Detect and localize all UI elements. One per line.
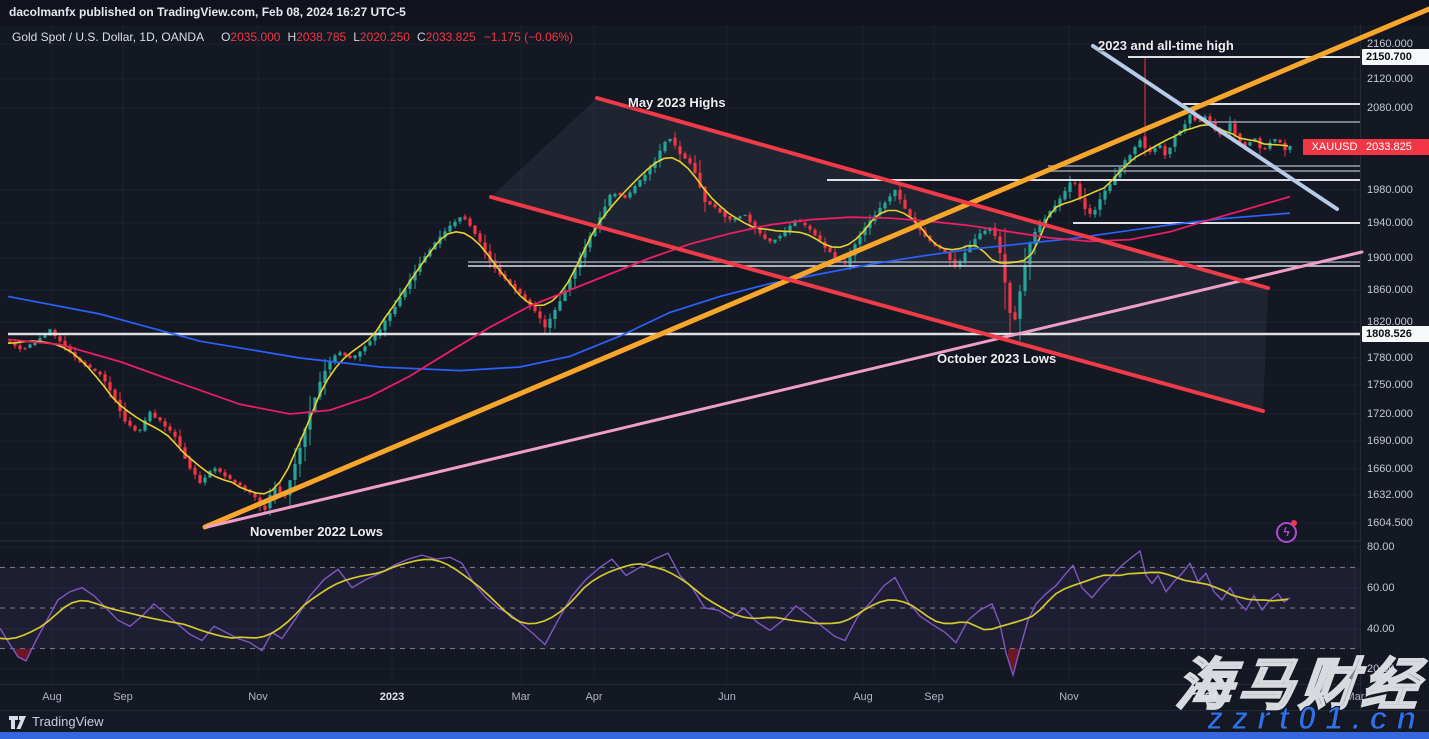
- time-axis-label: Aug: [42, 691, 62, 703]
- price-axis-label: 2080.000: [1367, 102, 1413, 114]
- price-axis[interactable]: 2160.000 2120.000 2080.000 1980.000 1940.000…: [1360, 25, 1429, 710]
- chart-annotation: May 2023 Highs: [628, 95, 726, 110]
- price-axis-label: 60.00: [1367, 582, 1395, 594]
- price-badge: 1808.526: [1362, 326, 1429, 342]
- price-axis-label: 1860.000: [1367, 284, 1413, 296]
- channel-lower-red[interactable]: [489, 195, 1265, 413]
- time-axis-label: 2023: [379, 691, 405, 703]
- time-axis-label: Nov: [248, 691, 268, 703]
- tradingview-brand[interactable]: TradingView: [32, 714, 104, 729]
- time-axis-label: Aug: [853, 691, 873, 703]
- time-axis-label: Mar: [511, 691, 531, 703]
- ohlc-value: 2038.785: [296, 30, 347, 44]
- market-status-icon[interactable]: ϟ: [1276, 520, 1298, 543]
- ohlc-value: 2033.825: [425, 30, 476, 44]
- uptrend-orange[interactable]: [202, 6, 1429, 530]
- symbol-legend[interactable]: Gold Spot / U.S. Dollar, 1D, OANDA O2035.…: [12, 30, 573, 44]
- price-axis-label: 1780.000: [1367, 352, 1413, 364]
- publish-info: dacolmanfx published on TradingView.com,…: [9, 5, 406, 19]
- price-axis-label: 1604.500: [1367, 517, 1413, 529]
- downtrend-lightblue[interactable]: [1091, 44, 1339, 211]
- price-axis-label: 1720.000: [1367, 408, 1413, 420]
- price-badge: 2033.825: [1362, 139, 1429, 155]
- time-axis-label: Apr: [585, 691, 603, 703]
- chart-annotation: October 2023 Lows: [937, 351, 1057, 366]
- tradingview-logo-icon[interactable]: [8, 715, 27, 730]
- chart-annotation: November 2022 Lows: [250, 524, 383, 539]
- time-axis-label: Jun: [718, 691, 736, 703]
- change-value: −1.175 (−0.06%): [483, 30, 574, 44]
- time-axis-label: 2024: [1192, 691, 1218, 703]
- time-axis-label: Nov: [1059, 691, 1079, 703]
- price-axis-label: 80.00: [1367, 541, 1395, 553]
- price-axis-label: 1980.000: [1367, 184, 1413, 196]
- alert-dot-icon: [1291, 520, 1297, 526]
- price-axis-label: 40.00: [1367, 623, 1395, 635]
- price-axis-label: 2120.000: [1367, 73, 1413, 85]
- uptrend-pink[interactable]: [205, 250, 1364, 529]
- ohlc-values: O2035.000 H2038.785 L2020.250 C2033.825: [214, 30, 476, 44]
- price-axis-label: 1690.000: [1367, 435, 1413, 447]
- ohlc-label: L: [353, 30, 360, 44]
- price-axis-label: 1940.000: [1367, 217, 1413, 229]
- price-badge: 2150.700: [1362, 49, 1429, 65]
- watermark-url: zzrt01.cn: [1207, 700, 1425, 737]
- time-axis-label: Sep: [113, 691, 133, 703]
- ohlc-label: H: [287, 30, 297, 44]
- ohlc-label: C: [416, 30, 426, 44]
- time-axis[interactable]: Aug Sep Nov 2023 Mar Apr Jun Aug Sep Nov 2024 Mar: [0, 684, 1364, 711]
- price-axis-label: 20.00: [1367, 663, 1395, 675]
- footer-bar: TradingView: [0, 710, 1429, 733]
- price-axis-label: 1660.000: [1367, 463, 1413, 475]
- price-axis-label: 1900.000: [1367, 252, 1413, 264]
- ohlc-value: 2020.250: [359, 30, 410, 44]
- time-axis-label: Sep: [924, 691, 944, 703]
- publish-info-bar: dacolmanfx published on TradingView.com,…: [0, 0, 1429, 25]
- channel-upper-red[interactable]: [595, 96, 1270, 290]
- symbol-title[interactable]: Gold Spot / U.S. Dollar, 1D, OANDA: [12, 30, 205, 44]
- chart-annotation: 2023 and all-time high: [1098, 38, 1234, 53]
- symbol-tag-badge: XAUUSD: [1303, 139, 1366, 155]
- ohlc-value: 2035.000: [230, 30, 281, 44]
- time-axis-label: Mar: [1345, 691, 1365, 703]
- price-axis-label: 1632.000: [1367, 489, 1413, 501]
- bottom-accent-bar: [0, 732, 1429, 739]
- price-axis-label: 1750.000: [1367, 379, 1413, 391]
